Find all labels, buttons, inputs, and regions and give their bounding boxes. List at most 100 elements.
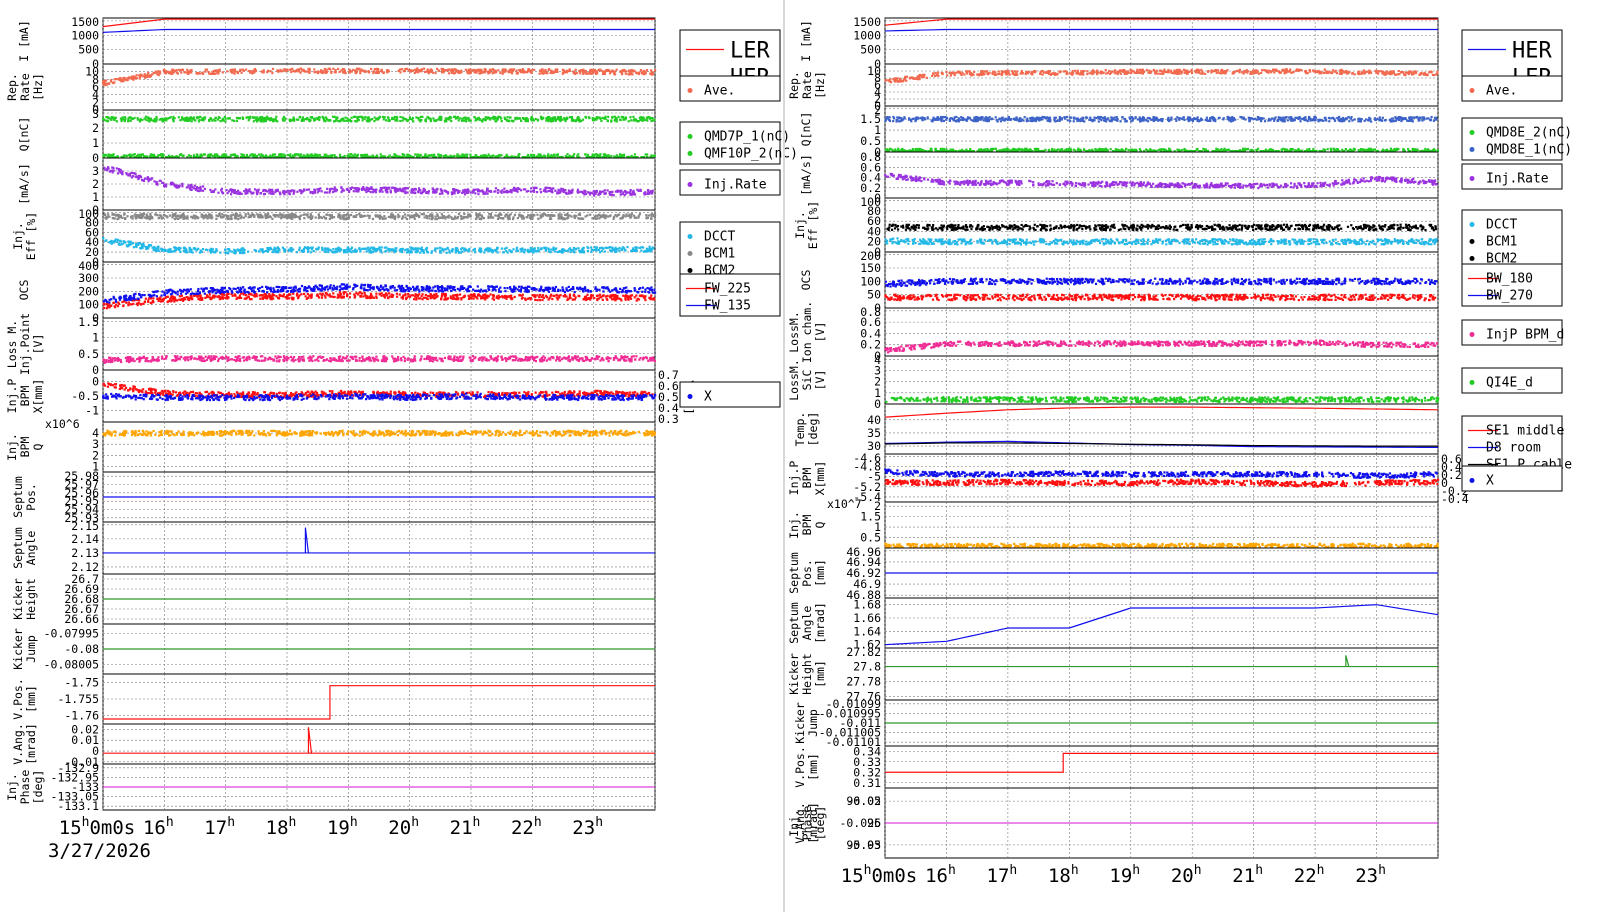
data-point <box>440 118 442 120</box>
data-point <box>183 247 185 249</box>
data-point <box>213 118 215 120</box>
data-point <box>313 118 315 120</box>
data-point <box>627 215 629 217</box>
data-point <box>358 189 360 191</box>
data-point <box>132 118 134 120</box>
data-point <box>352 155 354 157</box>
data-point <box>405 187 407 189</box>
data-point <box>625 192 627 194</box>
data-point <box>362 215 364 217</box>
data-point <box>426 191 428 193</box>
data-point <box>403 187 405 189</box>
data-point <box>265 120 267 122</box>
data-point <box>646 69 648 71</box>
data-point <box>650 69 652 71</box>
data-point <box>568 191 570 193</box>
data-point <box>399 188 401 190</box>
data-point <box>108 216 110 218</box>
data-point <box>510 297 512 299</box>
data-point <box>102 237 104 239</box>
legend: QMD7P_1(nC)QMF10P_2(nC) <box>680 122 798 164</box>
data-point <box>283 154 285 156</box>
data-point <box>189 119 191 121</box>
data-point <box>479 214 481 216</box>
data-point <box>561 251 563 253</box>
data-point <box>649 73 651 75</box>
data-point <box>355 251 357 253</box>
data-point <box>414 72 416 74</box>
data-point <box>335 69 337 71</box>
data-point <box>105 239 107 241</box>
data-point <box>254 188 256 190</box>
data-point <box>480 296 482 298</box>
data-point <box>370 68 372 70</box>
data-point <box>179 154 181 156</box>
data-point <box>226 70 228 72</box>
data-point <box>247 251 249 253</box>
data-point <box>441 213 443 215</box>
legend-marker <box>688 234 693 239</box>
data-point <box>325 251 327 253</box>
data-point <box>628 69 630 71</box>
data-point <box>309 216 311 218</box>
data-point <box>290 68 292 70</box>
data-point <box>439 217 441 219</box>
data-point <box>599 294 601 296</box>
data-point <box>159 154 161 156</box>
data-point <box>507 251 509 253</box>
data-point <box>337 296 339 298</box>
data-point <box>492 72 494 74</box>
data-point <box>625 117 627 119</box>
data-point <box>381 71 383 73</box>
data-point <box>278 216 280 218</box>
data-point <box>535 187 537 189</box>
data-point <box>482 155 484 157</box>
data-point <box>306 189 308 191</box>
data-point <box>323 120 325 122</box>
data-point <box>434 192 436 194</box>
data-point <box>323 117 325 119</box>
data-point <box>506 247 508 249</box>
data-point <box>365 250 367 252</box>
data-point <box>611 116 613 118</box>
legend: DCCTBCM1BCM2 <box>680 222 780 281</box>
data-point <box>572 155 574 157</box>
data-point <box>283 116 285 118</box>
data-point <box>609 215 611 217</box>
data-point <box>181 118 183 120</box>
data-point <box>117 239 119 241</box>
data-point <box>292 70 294 72</box>
data-point <box>369 215 371 217</box>
data-point <box>129 174 131 176</box>
data-point <box>268 188 270 190</box>
data-point <box>604 116 606 118</box>
data-point <box>368 117 370 119</box>
data-point <box>170 116 172 118</box>
data-point <box>575 69 577 71</box>
data-point <box>520 69 522 71</box>
data-point <box>616 120 618 122</box>
data-point <box>208 119 210 121</box>
data-point <box>582 250 584 252</box>
data-point <box>496 251 498 253</box>
data-point <box>602 190 604 192</box>
data-point <box>598 249 600 251</box>
data-point <box>629 191 631 193</box>
data-point <box>601 250 603 252</box>
data-point <box>593 119 595 121</box>
data-point <box>309 119 311 121</box>
data-point <box>312 155 314 157</box>
data-point <box>297 153 299 155</box>
data-point <box>387 117 389 119</box>
data-point <box>533 295 535 297</box>
data-point <box>631 250 633 252</box>
data-point <box>308 154 310 156</box>
data-point <box>437 153 439 155</box>
data-point <box>467 295 469 297</box>
data-point <box>231 72 233 74</box>
data-point <box>224 249 226 251</box>
data-point <box>650 249 652 251</box>
data-point <box>167 117 169 119</box>
data-point <box>607 116 609 118</box>
data-point <box>498 155 500 157</box>
